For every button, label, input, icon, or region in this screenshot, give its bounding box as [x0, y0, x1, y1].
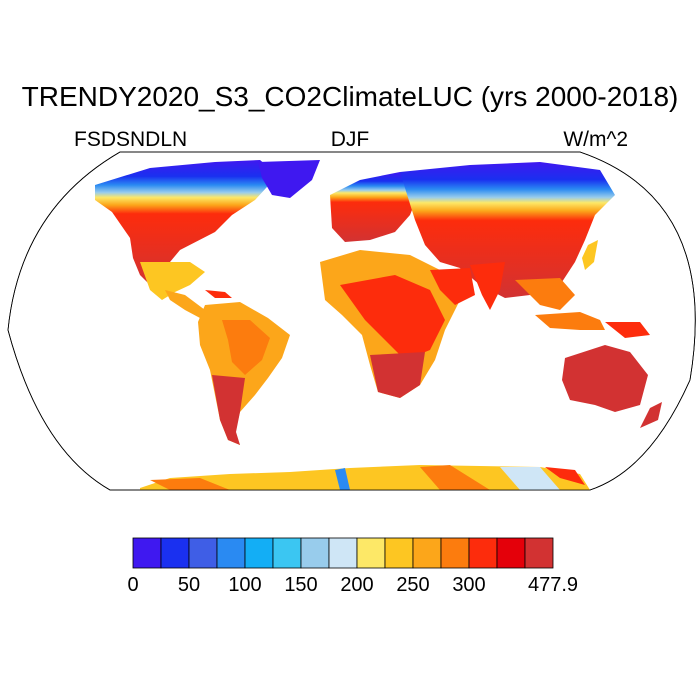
north-america-region	[95, 160, 278, 285]
colorbar-tick-label: 200	[340, 574, 374, 596]
new-zealand-islands	[640, 402, 662, 428]
units-label: W/m^2	[563, 128, 628, 151]
colorbar-swatch	[524, 537, 554, 569]
colorbar-tick-label: 250	[396, 574, 430, 596]
papua-island	[605, 322, 650, 338]
antarctica-stripe-4	[500, 467, 560, 490]
map-outline	[7, 151, 696, 491]
central-america-region	[165, 290, 205, 318]
south-america-hot	[222, 320, 270, 375]
colorbar-swatch	[496, 537, 526, 569]
indonesia-islands	[535, 312, 605, 330]
colorbar-swatch	[300, 537, 330, 569]
antarctica-stripe-3	[420, 465, 490, 490]
colorbar-tick-label: 50	[177, 574, 201, 596]
africa-south	[370, 352, 425, 398]
greenland-region	[258, 160, 320, 198]
colorbar-swatch	[160, 537, 190, 569]
colorbar-tick-label: 100	[228, 574, 262, 596]
colorbar-tick-label: 0	[127, 574, 139, 596]
north-america-south	[140, 262, 205, 300]
south-america-south	[212, 375, 245, 445]
antarctica-stripe-1	[150, 478, 230, 490]
season-label: DJF	[330, 128, 370, 151]
southeast-asia-region	[515, 278, 575, 310]
colorbar-swatch	[216, 537, 246, 569]
colorbar-swatch	[272, 537, 302, 569]
colorbar	[132, 537, 554, 569]
colorbar-swatch	[356, 537, 386, 569]
variable-label: FSDSNDLN	[74, 128, 188, 151]
asia-region	[400, 162, 615, 298]
arabia-region	[430, 268, 475, 305]
colorbar-swatch	[412, 537, 442, 569]
australia-region	[562, 345, 648, 412]
antarctica-stripe-5	[545, 467, 585, 485]
colorbar-swatch	[244, 537, 274, 569]
africa-hot-core	[340, 275, 445, 360]
japan-islands	[582, 240, 598, 270]
colorbar-tick-label: 150	[284, 574, 318, 596]
europe-region	[330, 172, 420, 242]
colorbar-tick-label: 477.9	[527, 574, 579, 596]
caribbean-islands	[205, 290, 232, 298]
colorbar-swatch	[440, 537, 470, 569]
colorbar-swatch	[328, 537, 358, 569]
colorbar-swatch	[188, 537, 218, 569]
map-title: TRENDY2020_S3_CO2ClimateLUC (yrs 2000-20…	[21, 81, 679, 112]
colorbar-swatch	[468, 537, 498, 569]
antarctica-stripe-2	[335, 468, 350, 490]
colorbar-swatch	[132, 537, 162, 569]
colorbar-swatch	[384, 537, 414, 569]
colorbar-tick-label: 300	[452, 574, 486, 596]
india-region	[470, 262, 505, 310]
